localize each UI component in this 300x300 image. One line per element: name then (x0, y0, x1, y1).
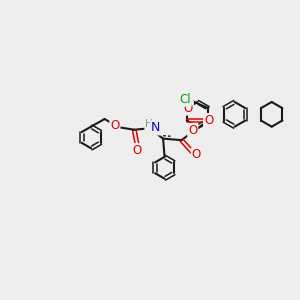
Text: O: O (188, 124, 197, 137)
Text: O: O (133, 144, 142, 157)
Text: N: N (151, 122, 160, 134)
Text: O: O (192, 148, 201, 161)
Text: O: O (184, 102, 193, 115)
Text: O: O (110, 119, 120, 132)
Text: O: O (204, 114, 213, 127)
Text: H: H (145, 119, 153, 129)
Text: Cl: Cl (179, 93, 191, 106)
